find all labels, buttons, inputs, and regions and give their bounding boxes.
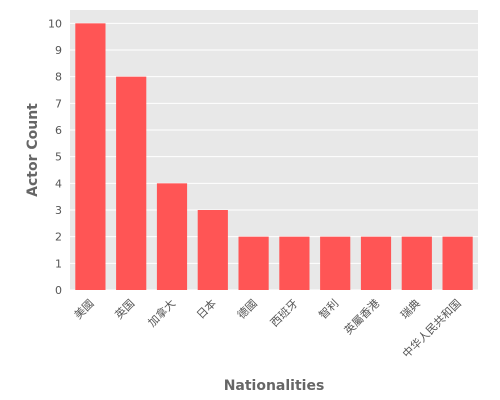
x-tick-label: 英屬香港 [341, 296, 382, 337]
y-tick-label: 7 [55, 97, 62, 110]
x-tick-label: 英国 [112, 296, 137, 321]
x-tick-label: 日本 [193, 296, 218, 321]
y-axis-ticks: 0 1 2 3 4 5 6 7 8 9 10 [48, 17, 62, 297]
bar [279, 236, 310, 290]
bar [238, 236, 269, 290]
bar [401, 236, 432, 290]
x-tick-label: 智利 [316, 296, 341, 321]
bar [320, 236, 351, 290]
x-tick-label: 加拿大 [145, 296, 178, 329]
x-axis-title: Nationalities [224, 378, 325, 394]
y-tick-label: 8 [55, 71, 62, 84]
y-tick-label: 5 [55, 151, 62, 164]
y-axis-title: Actor Count [25, 103, 41, 197]
y-tick-label: 0 [55, 284, 62, 297]
y-tick-label: 9 [55, 44, 62, 57]
y-tick-label: 2 [55, 231, 62, 244]
bar [75, 23, 106, 290]
bar [360, 236, 392, 290]
bar [156, 183, 188, 290]
bars [75, 23, 473, 291]
bar [197, 210, 228, 290]
bar [116, 76, 147, 291]
y-tick-label: 3 [55, 204, 62, 217]
y-tick-label: 10 [48, 17, 62, 30]
y-tick-label: 4 [55, 177, 62, 190]
y-tick-label: 6 [55, 124, 62, 137]
y-tick-label: 1 [55, 257, 62, 270]
x-tick-label: 瑞典 [397, 296, 422, 321]
bar [442, 236, 473, 290]
x-tick-label: 美國 [72, 297, 97, 322]
x-tick-label: 德國 [234, 296, 259, 321]
x-tick-label: 西班牙 [268, 297, 301, 330]
